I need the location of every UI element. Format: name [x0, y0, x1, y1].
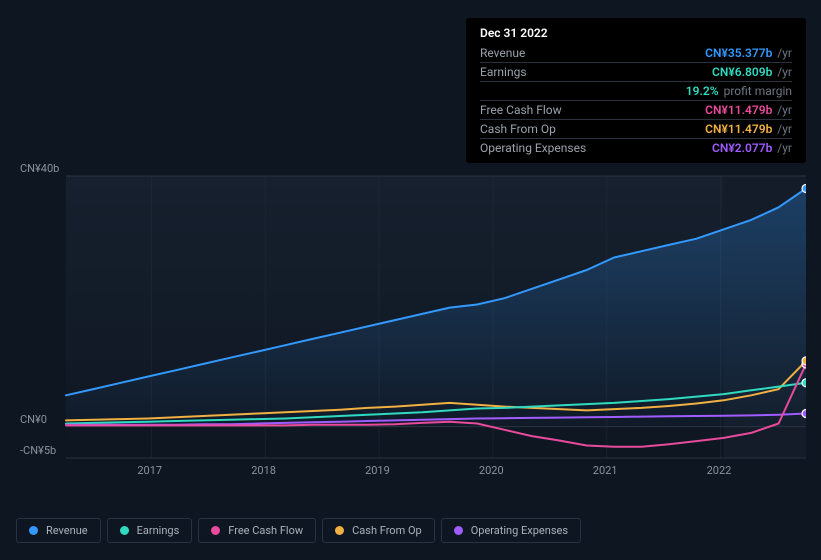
y-axis-label: -CN¥5b — [20, 444, 56, 457]
legend: Revenue Earnings Free Cash Flow Cash From O… — [16, 518, 581, 543]
legend-label: Operating Expenses — [471, 524, 568, 537]
tooltip-row-label: Earnings — [480, 65, 527, 79]
legend-swatch — [454, 526, 463, 535]
x-axis-label: 2021 — [593, 464, 618, 477]
legend-item-earnings[interactable]: Earnings — [107, 518, 193, 543]
tooltip-row-value: CN¥6.809b /yr — [712, 65, 792, 79]
x-axis-label: 2018 — [251, 464, 276, 477]
legend-label: Earnings — [137, 524, 180, 537]
legend-label: Revenue — [46, 524, 88, 537]
tooltip-row: Operating Expenses CN¥2.077b /yr — [480, 138, 792, 157]
y-axis-label: CN¥0 — [20, 413, 47, 426]
tooltip-row-value: CN¥11.479b /yr — [705, 103, 792, 117]
y-axis-label: CN¥40b — [20, 162, 59, 175]
chart-tooltip: Dec 31 2022 Revenue CN¥35.377b /yr Earning… — [466, 18, 806, 163]
legend-swatch — [335, 526, 344, 535]
legend-label: Free Cash Flow — [228, 524, 303, 537]
chart-svg — [16, 158, 806, 498]
tooltip-rows: Revenue CN¥35.377b /yr Earnings CN¥6.809b /… — [480, 44, 792, 157]
tooltip-row-label: Operating Expenses — [480, 141, 586, 155]
tooltip-row-label: Free Cash Flow — [480, 103, 562, 117]
legend-swatch — [120, 526, 129, 535]
x-axis-label: 2020 — [479, 464, 504, 477]
legend-item-cfo[interactable]: Cash From Op — [322, 518, 435, 543]
legend-item-opex[interactable]: Operating Expenses — [441, 518, 581, 543]
legend-item-fcf[interactable]: Free Cash Flow — [198, 518, 316, 543]
tooltip-row: 19.2% profit margin — [480, 81, 792, 100]
x-axis-label: 2019 — [365, 464, 390, 477]
tooltip-date: Dec 31 2022 — [480, 26, 792, 40]
financials-chart[interactable]: CN¥40b CN¥0 -CN¥5b 2017 2018 2019 2020 2021 202… — [16, 158, 806, 480]
x-axis-label: 2022 — [707, 464, 732, 477]
tooltip-row: Revenue CN¥35.377b /yr — [480, 44, 792, 62]
legend-item-revenue[interactable]: Revenue — [16, 518, 101, 543]
x-axis-label: 2017 — [137, 464, 162, 477]
legend-swatch — [29, 526, 38, 535]
tooltip-row-value: CN¥2.077b /yr — [712, 141, 792, 155]
tooltip-row: Cash From Op CN¥11.479b /yr — [480, 119, 792, 138]
tooltip-row: Free Cash Flow CN¥11.479b /yr — [480, 100, 792, 119]
tooltip-row-value: CN¥35.377b /yr — [705, 46, 792, 60]
tooltip-row-label: Cash From Op — [480, 122, 556, 136]
legend-label: Cash From Op — [352, 524, 422, 537]
legend-swatch — [211, 526, 220, 535]
tooltip-row-label: Revenue — [480, 46, 525, 60]
tooltip-row-value: 19.2% profit margin — [686, 84, 792, 98]
tooltip-row: Earnings CN¥6.809b /yr — [480, 62, 792, 81]
tooltip-row-value: CN¥11.479b /yr — [705, 122, 792, 136]
